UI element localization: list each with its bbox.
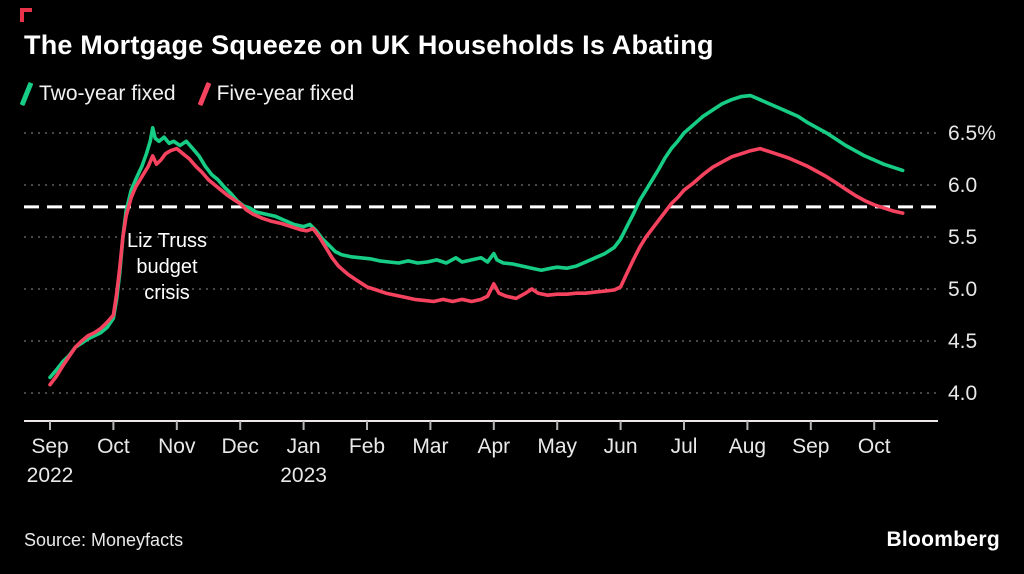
x-axis-label: Apr [477,435,510,458]
y-axis-label: 5.0 [948,278,977,301]
bloomberg-logo: Bloomberg [886,528,1000,551]
y-axis-label: 6.0 [948,174,977,197]
series-line-five-year-fixed [48,146,905,387]
y-axis-label: 6.5% [948,122,996,145]
x-axis-year-label: 2023 [280,464,327,487]
legend-item-two-year-fixed: Two-year fixed [19,81,176,107]
legend-label-five-year-fixed: Five-year fixed [216,82,355,105]
y-axis-label: 4.5 [948,330,977,353]
x-axis-label: Dec [222,435,259,458]
x-axis-label: Aug [729,435,766,458]
chart-title: The Mortgage Squeeze on UK Households Is… [24,30,714,60]
y-axis-label: 4.0 [948,382,977,405]
x-axis-label: Oct [97,435,130,458]
x-axis-label: Jun [604,435,638,458]
source-note: Source: Moneyfacts [24,529,184,550]
x-axis-label: Feb [349,435,385,458]
x-axis-year-label: 2022 [27,464,74,487]
chart-canvas: 4.0 4.5 5.0 5.5 6.0 6.5% Sep 2022 Oct Nov Dec Jan 20… [24,93,996,487]
annotation-liz-truss-budget-crisis: Liz Truss budget crisis [126,230,208,304]
legend-item-five-year-fixed: Five-year fixed [197,81,355,107]
x-axis-label: Jan [287,435,321,458]
x-axis-label: Sep [792,435,829,458]
x-axis-label: May [537,435,577,458]
chart-footer: Source: Moneyfacts Bloomberg [24,528,1000,552]
x-axis-label: Sep [31,435,68,458]
series-line-two-year-fixed [48,93,905,380]
x-axis-label: Jul [671,435,698,458]
y-axis-label: 5.5 [948,226,977,249]
x-axis-label: Oct [858,435,891,458]
x-axis-label: Mar [412,435,448,458]
legend-label-two-year-fixed: Two-year fixed [39,82,176,105]
x-axis-label: Nov [158,435,196,458]
legend: Two-year fixed Five-year fixed [19,81,355,107]
red-corner-mark [20,8,32,22]
